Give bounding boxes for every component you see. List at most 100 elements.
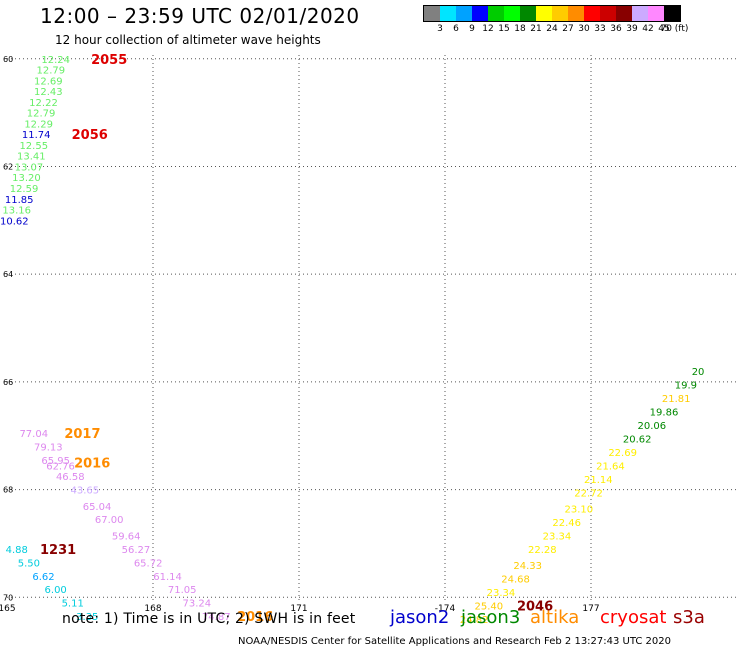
note-text: note: 1) Time is in UTC; 2) SWH is in fe… (62, 611, 356, 627)
wave-height-point: 56.27 (122, 545, 151, 556)
y-tick-label: 68 (3, 486, 13, 495)
color-scale-swatch: 39 (626, 6, 648, 34)
color-scale-label: 27 (562, 24, 574, 34)
wave-height-point: 24.68 (501, 574, 530, 585)
color-scale-label: 6 (453, 24, 459, 34)
wave-height-point: 62.76 (46, 461, 75, 472)
color-scale-label: 9 (469, 24, 475, 34)
footer-credit: NOAA/NESDIS Center for Satellite Applica… (238, 636, 671, 647)
color-scale-swatch (424, 6, 440, 21)
x-tick-label: 171 (290, 604, 307, 614)
y-tick-label: 60 (3, 55, 13, 64)
color-scale-swatch: 6 (453, 6, 472, 34)
wave-height-point: 25.40 (474, 601, 503, 612)
wave-height-point: 12.55 (19, 141, 48, 152)
wave-height-point: 13.07 (15, 162, 44, 173)
wave-height-point: 12.24 (41, 55, 70, 66)
wave-height-point: 22.46 (552, 518, 581, 529)
color-scale-swatch: 42 (642, 6, 664, 34)
color-scale-label: 15 (498, 24, 510, 34)
wave-height-point: 23.34 (543, 531, 572, 542)
color-scale-label: 33 (594, 24, 606, 34)
wave-height-point: 24.33 (513, 561, 542, 572)
color-scale-bar: 3 6 9 12 15 18 21 24 27 30 33 36 39 42 45 70 (ft) (423, 5, 688, 34)
color-scale-swatch: 24 (546, 6, 568, 34)
wave-height-point: 20.62 (623, 434, 652, 445)
x-tick-label: 177 (582, 604, 599, 614)
y-tick-label: 64 (3, 270, 13, 279)
wave-height-point: 22.69 (608, 448, 637, 459)
wave-height-point: 13.41 (17, 152, 46, 163)
pass-time-label: 2056 (72, 128, 108, 143)
wave-height-point: 23.10 (565, 504, 594, 515)
color-scale-label: 39 (626, 24, 638, 34)
color-scale-swatch: 45 (658, 6, 680, 34)
wave-height-point: 5.11 (62, 599, 84, 610)
wave-height-point: 5.50 (18, 558, 40, 569)
color-scale-label: 45 (658, 24, 670, 34)
wave-height-point: 59.64 (112, 531, 141, 542)
wave-height-point: 67.00 (95, 515, 124, 526)
legend-jason3: jason3 (461, 607, 521, 628)
legend-altika: altika (530, 607, 580, 628)
color-scale-swatch: 9 (469, 6, 488, 34)
pass-time-label: 2046 (517, 599, 553, 614)
color-scale-swatch: 18 (514, 6, 536, 34)
wave-height-point: 46.58 (56, 472, 85, 483)
wave-height-point: 21.81 (662, 394, 691, 405)
legend-s3a: s3a (673, 607, 705, 628)
color-scale-swatch: 36 (610, 6, 632, 34)
color-scale-label: 21 (530, 24, 542, 34)
wave-height-point: 21.14 (584, 475, 613, 486)
color-scale-swatch: 27 (562, 6, 584, 34)
color-scale-label: 36 (610, 24, 622, 34)
wave-height-point: 23.34 (487, 588, 516, 599)
wave-height-point: 12.59 (10, 184, 39, 195)
wave-height-point: 61.14 (153, 572, 182, 583)
chart-subtitle: 12 hour collection of altimeter wave hei… (55, 33, 321, 47)
wave-height-point: 77.04 (19, 429, 48, 440)
pass-time-label: 2055 (91, 53, 127, 68)
x-tick-label: 165 (0, 604, 16, 614)
wave-height-point: 43.65 (71, 486, 100, 497)
y-tick-label: 66 (3, 378, 13, 387)
wave-height-point: 12.79 (36, 66, 65, 77)
color-scale-label: 24 (546, 24, 558, 34)
wave-height-point: 12.22 (29, 98, 58, 109)
color-scale-swatch: 12 (482, 6, 504, 34)
wave-height-point: 73.24 (182, 599, 211, 610)
pass-time-label: 2016 (237, 610, 273, 625)
wave-height-point: 21.64 (596, 461, 625, 472)
wave-height-point: 22.72 (574, 488, 603, 499)
wave-height-point: 3.35 (76, 612, 98, 623)
color-scale-label: 18 (514, 24, 526, 34)
wave-height-point: 65.72 (134, 558, 163, 569)
wave-height-point: 12.43 (34, 87, 63, 98)
color-scale-swatch: 30 (578, 6, 600, 34)
wave-height-point: 12.79 (27, 109, 56, 120)
pass-time-label: 2016 (74, 457, 110, 472)
color-scale-label: 12 (482, 24, 494, 34)
color-scale-label: 3 (437, 24, 443, 34)
wave-height-point: 12.29 (24, 119, 53, 130)
legend-jason2: jason2 (390, 607, 450, 628)
wave-height-point: 22.28 (528, 545, 557, 556)
wave-height-point: 65.95 (41, 456, 70, 467)
x-tick-label: 168 (144, 604, 161, 614)
wave-height-point: 11.74 (22, 130, 51, 141)
wave-height-point: 19.9 (675, 381, 697, 392)
wave-height-point: 20 (692, 367, 705, 378)
color-scale-label: 42 (642, 24, 654, 34)
wave-height-point: 19.86 (650, 408, 679, 419)
wave-height-point: 74.87 (202, 612, 231, 623)
wave-height-point: 6.00 (45, 585, 67, 596)
wave-height-point: 11.85 (5, 195, 34, 206)
color-scale-swatch: 3 (437, 6, 456, 34)
x-tick-label: -174 (435, 604, 456, 614)
color-scale-label: 30 (578, 24, 590, 34)
wave-height-point: 13.20 (12, 173, 41, 184)
chart-title: 12:00 – 23:59 UTC 02/01/2020 (40, 4, 360, 28)
wave-height-point: 24.82 (460, 615, 489, 626)
wave-height-point: 6.62 (32, 572, 54, 583)
wave-height-point: 79.13 (34, 443, 63, 454)
